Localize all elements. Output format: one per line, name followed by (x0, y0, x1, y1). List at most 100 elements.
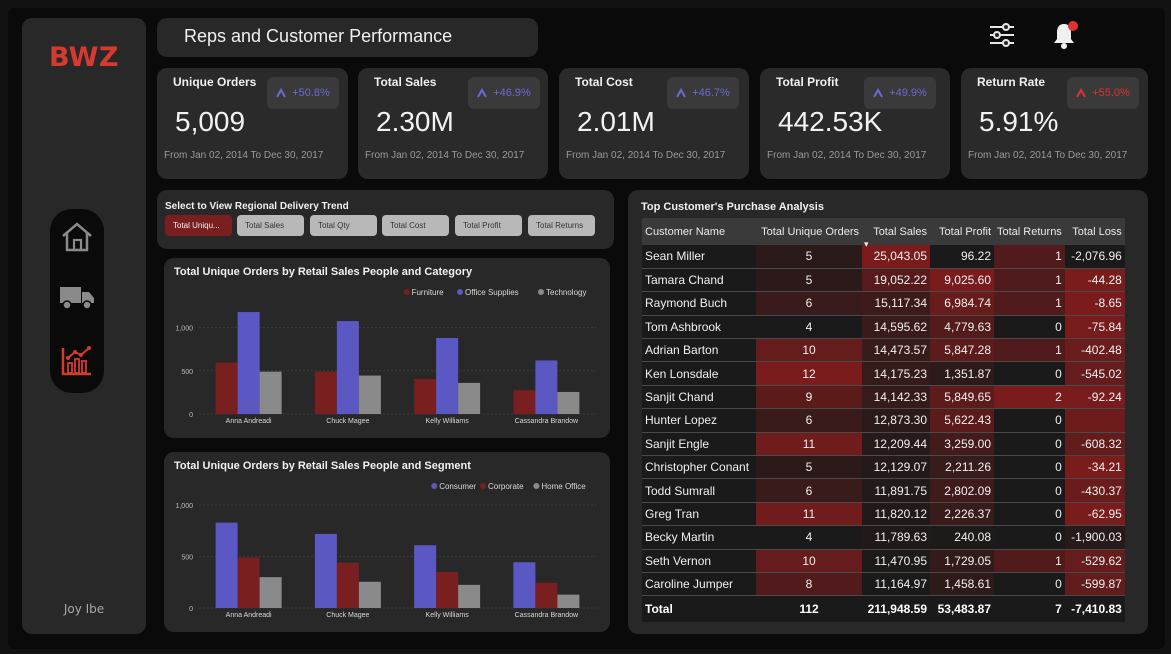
legend-label[interactable]: Corporate (488, 482, 524, 491)
kpi-label: Total Profit (776, 75, 839, 89)
category-chart-panel: Total Unique Orders by Retail Sales Peop… (164, 258, 610, 438)
table-row[interactable]: Ken Lonsdale 12 14,175.23 1,351.87 0 -545.02 (642, 361, 1125, 386)
table-cell: 12 (756, 361, 862, 386)
table-cell: Becky Martin (642, 525, 756, 550)
bar[interactable] (358, 581, 381, 608)
table-cell: -92.24 (1064, 385, 1125, 410)
segment-bar-chart: Consumer Corporate Home Office 0 500 1,000 Ann… (175, 482, 596, 619)
kpi-label: Total Sales (374, 75, 437, 89)
table-row[interactable]: Caroline Jumper 8 11,164.97 1,458.61 0 -599.8… (642, 572, 1125, 597)
kpi-value: 2.30M (376, 106, 454, 137)
bar[interactable] (535, 360, 558, 414)
table-row[interactable]: Christopher Conant 5 12,129.07 2,211.26 0 -34… (642, 455, 1125, 480)
table-cell: 0 (994, 315, 1065, 340)
page-title: Reps and Customer Performance (184, 26, 453, 46)
selector-button[interactable]: Total Profit (455, 215, 522, 236)
bar[interactable] (414, 379, 437, 414)
bar[interactable] (436, 337, 459, 414)
legend-label[interactable]: Home Office (541, 482, 586, 491)
kpi-value: 2.01M (577, 106, 655, 137)
table-cell: 5,847.28 (930, 338, 994, 363)
bar[interactable] (259, 371, 282, 414)
bar[interactable] (314, 371, 337, 414)
table-cell: 96.22 (930, 245, 994, 269)
bar[interactable] (358, 375, 381, 414)
table-row[interactable]: Sean Miller 5 25,043.05 96.22 1 -2,076.96 (642, 245, 1125, 269)
kpi-value: 442.53K (778, 106, 883, 137)
column-header[interactable]: Total Sales ▾ (862, 218, 930, 249)
table-cell: 2,802.09 (930, 478, 994, 503)
nav-delivery-button[interactable] (59, 279, 95, 315)
bar[interactable] (557, 391, 580, 414)
column-header-label: Total Returns (997, 225, 1062, 238)
legend-label[interactable]: Technology (546, 288, 586, 297)
legend-label[interactable]: Office Supplies (465, 288, 519, 297)
bar[interactable] (237, 312, 260, 414)
table-cell: 6 (756, 478, 862, 503)
notifications-button[interactable] (1050, 20, 1080, 50)
legend-label[interactable]: Consumer (439, 482, 476, 491)
selector-button[interactable]: Total Cost (382, 215, 449, 236)
bar[interactable] (535, 582, 558, 608)
selector-button[interactable]: Total Uniqu... (165, 215, 232, 236)
table-row[interactable]: Tamara Chand 5 19,052.22 9,025.60 1 -44.28 (642, 268, 1125, 293)
nav-analytics-button[interactable] (59, 343, 95, 379)
column-header[interactable]: Customer Name (642, 218, 756, 245)
bar[interactable] (513, 562, 536, 608)
selector-button[interactable]: Total Returns (528, 215, 595, 236)
table-row[interactable]: Greg Tran 11 11,820.12 2,226.37 0 -62.95 (642, 502, 1125, 527)
legend-swatch (431, 483, 438, 489)
table-row[interactable]: Tom Ashbrook 4 14,595.62 4,779.63 0 -75.84 (642, 315, 1125, 340)
bar[interactable] (259, 577, 282, 608)
table-cell: 11 (756, 502, 862, 527)
kpi-label: Unique Orders (173, 75, 257, 89)
table-row[interactable]: Hunter Lopez 6 12,873.30 5,622.43 0 (642, 408, 1125, 433)
legend-swatch (457, 289, 463, 295)
bar[interactable] (336, 562, 359, 608)
selector-button[interactable]: Total Sales (237, 215, 304, 236)
bar[interactable] (414, 545, 437, 608)
table-row[interactable]: Todd Sumrall 6 11,891.75 2,802.09 0 -430.37 (642, 478, 1125, 503)
table-row[interactable]: Sanjit Engle 11 12,209.44 3,259.00 0 -608.32 (642, 432, 1125, 457)
table-cell: 11,891.75 (862, 478, 930, 503)
table-cell: Hunter Lopez (642, 408, 756, 433)
bar[interactable] (215, 522, 238, 608)
bar[interactable] (458, 584, 481, 608)
bar[interactable] (336, 321, 359, 414)
table-cell: -430.37 (1064, 478, 1125, 503)
column-header[interactable]: Total Profit (930, 218, 994, 245)
table-cell: 6 (756, 408, 862, 433)
table-cell: Tamara Chand (642, 268, 756, 293)
column-header[interactable]: Total Returns (994, 218, 1065, 245)
legend-label[interactable]: Furniture (412, 288, 445, 297)
table-cell: 14,175.23 (862, 361, 930, 386)
y-tick-label: 500 (181, 369, 193, 376)
table-row[interactable]: Seth Vernon 10 11,470.95 1,729.05 1 -529.62 (642, 549, 1125, 573)
column-header[interactable]: Total Unique Orders (756, 218, 862, 245)
filter-settings-button[interactable] (987, 20, 1017, 50)
table-cell: 4 (756, 525, 862, 550)
table-row[interactable]: Sanjit Chand 9 14,142.33 5,849.65 2 -92.24 (642, 385, 1125, 410)
bar[interactable] (513, 390, 536, 414)
bar[interactable] (458, 382, 481, 414)
kpi-label: Return Rate (977, 75, 1046, 89)
table-row[interactable]: Adrian Barton 10 14,473.57 5,847.28 1 -402.48 (642, 338, 1125, 363)
table-cell: 2,211.26 (930, 455, 994, 480)
arrow-up-icon (276, 88, 287, 98)
nav-home-button[interactable] (59, 219, 95, 255)
bar[interactable] (215, 362, 238, 414)
kpi-change-badge: +46.7% (667, 77, 739, 109)
arrow-up-icon (477, 88, 488, 98)
bar[interactable] (237, 557, 260, 608)
bar[interactable] (314, 533, 337, 608)
x-tick-label: Kelly Williams (426, 418, 470, 425)
bar[interactable] (557, 594, 580, 608)
bar[interactable] (436, 572, 459, 608)
table-row[interactable]: Raymond Buch 6 15,117.34 6,984.74 1 -8.65 (642, 291, 1125, 316)
table-cell: 1 (994, 245, 1065, 269)
kpi-value: 5.91% (979, 106, 1059, 137)
table-cell: 11,164.97 (862, 572, 930, 597)
column-header[interactable]: Total Loss (1064, 218, 1125, 245)
selector-button[interactable]: Total Qty (310, 215, 377, 236)
table-row[interactable]: Becky Martin 4 11,789.63 240.08 0 -1,900.03 (642, 525, 1125, 550)
